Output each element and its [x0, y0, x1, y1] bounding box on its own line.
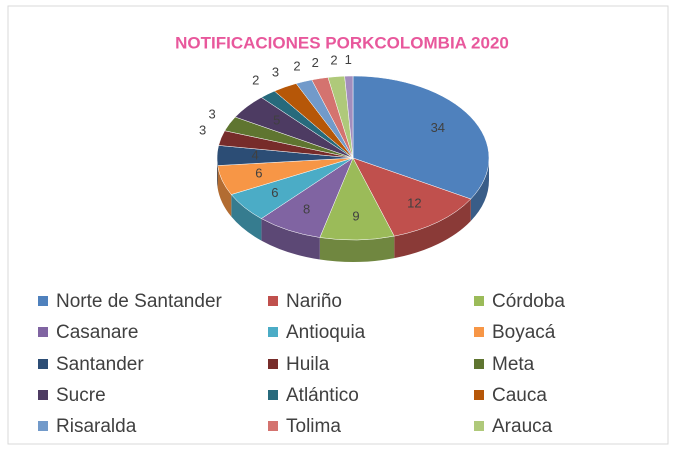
legend-swatch: [38, 359, 48, 369]
slice-side: [319, 236, 395, 262]
legend-swatch: [38, 296, 48, 306]
data-label: 8: [303, 201, 310, 216]
chart-title: NOTIFICACIONES PORKCOLOMBIA 2020: [175, 33, 509, 52]
legend-swatch: [38, 327, 48, 337]
legend-label: Huila: [286, 354, 330, 375]
data-label: 4: [252, 148, 259, 163]
data-label: 9: [352, 208, 359, 223]
data-label: 6: [271, 185, 278, 200]
legend-swatch: [268, 390, 278, 400]
data-label: 12: [407, 195, 421, 210]
legend-label: Nariño: [286, 291, 342, 312]
legend-label: Cauca: [492, 385, 547, 406]
slice-side: [231, 194, 262, 241]
legend-label: Meta: [492, 354, 535, 375]
legend-label: Tolima: [286, 416, 341, 437]
slice-side: [394, 199, 471, 259]
legend-label: Santander: [56, 354, 144, 375]
legend-swatch: [268, 421, 278, 431]
data-label: 6: [255, 166, 262, 181]
legend-swatch: [474, 390, 484, 400]
slice: [344, 75, 354, 159]
slice: [352, 75, 490, 200]
data-label: 2: [252, 73, 259, 88]
legend-swatch: [474, 421, 484, 431]
legend-label: Atlántico: [286, 385, 359, 406]
legend-swatch: [38, 421, 48, 431]
slice-side: [470, 158, 489, 221]
legend-label: Casanare: [56, 322, 138, 343]
legend-label: Norte de Santander: [56, 291, 223, 312]
data-label: 34: [431, 120, 445, 135]
legend-label: Sucre: [56, 385, 106, 406]
data-label: 2: [293, 58, 300, 73]
data-label: 3: [272, 64, 279, 79]
legend-swatch: [38, 390, 48, 400]
data-label: 3: [209, 106, 216, 121]
data-label: 5: [273, 112, 280, 127]
legend-label: Risaralda: [56, 416, 137, 437]
legend-label: Boyacá: [492, 322, 556, 343]
slice: [352, 157, 472, 237]
data-label: 3: [199, 123, 206, 138]
data-label: 1: [345, 52, 352, 67]
legend-swatch: [268, 359, 278, 369]
legend-swatch: [268, 296, 278, 306]
legend-swatch: [474, 359, 484, 369]
legend-label: Córdoba: [492, 291, 565, 312]
legend-label: Arauca: [492, 416, 553, 437]
slice-side: [261, 218, 320, 260]
data-label: 2: [330, 53, 337, 68]
legend-swatch: [474, 327, 484, 337]
legend-swatch: [268, 327, 278, 337]
legend-label: Antioquia: [286, 322, 366, 343]
data-label: 2: [312, 55, 319, 70]
legend-swatch: [474, 296, 484, 306]
